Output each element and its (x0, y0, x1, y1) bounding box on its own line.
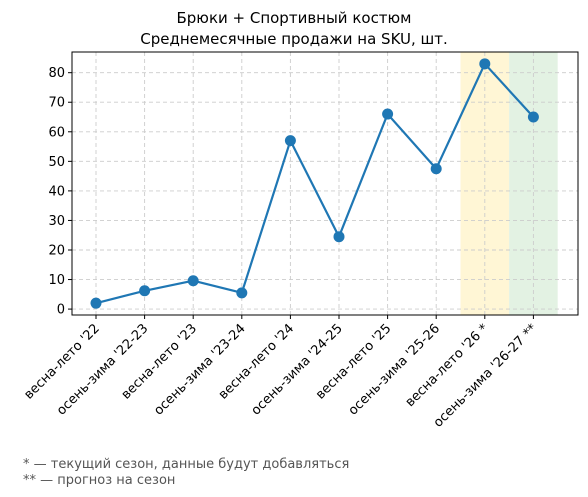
x-tick-label: осень-зима '22-23 (54, 321, 151, 418)
footnote-forecast: ** — прогноз на сезон (23, 473, 176, 488)
y-tick-label: 40 (48, 184, 65, 199)
y-tick-label: 60 (48, 125, 65, 140)
chart-title: Брюки + Спортивный костюм (176, 9, 412, 27)
plot-frame (71, 51, 579, 316)
data-point (430, 163, 442, 175)
highlight-band-0 (460, 52, 510, 315)
data-point (479, 58, 491, 70)
data-point (139, 285, 151, 297)
y-tick-label: 10 (48, 273, 65, 288)
data-point (382, 108, 394, 120)
data-point (90, 297, 102, 309)
highlight-band-1 (509, 52, 558, 315)
y-tick-label: 50 (48, 155, 65, 170)
x-tick-label: осень-зима '23-24 (151, 321, 248, 418)
x-tick-label: осень-зима '25-26 (346, 321, 443, 418)
x-tick-label: осень-зима '24-25 (249, 321, 346, 418)
y-tick-label: 20 (48, 243, 65, 258)
chart-subtitle: Среднемесячные продажи на SKU, шт. (140, 30, 448, 48)
y-tick-label: 0 (57, 303, 65, 318)
y-tick-label: 70 (48, 96, 65, 111)
y-tick-label: 30 (48, 214, 65, 229)
data-point (527, 111, 539, 123)
data-point (187, 275, 199, 287)
data-point (236, 287, 248, 299)
footnote-current-season: * — текущий сезон, данные будут добавлят… (23, 457, 350, 472)
data-point (284, 135, 296, 147)
y-tick-label: 80 (48, 66, 65, 81)
data-point (333, 231, 345, 243)
series-line (95, 62, 535, 305)
x-tick-label: весна-лето '26 * (403, 321, 492, 410)
